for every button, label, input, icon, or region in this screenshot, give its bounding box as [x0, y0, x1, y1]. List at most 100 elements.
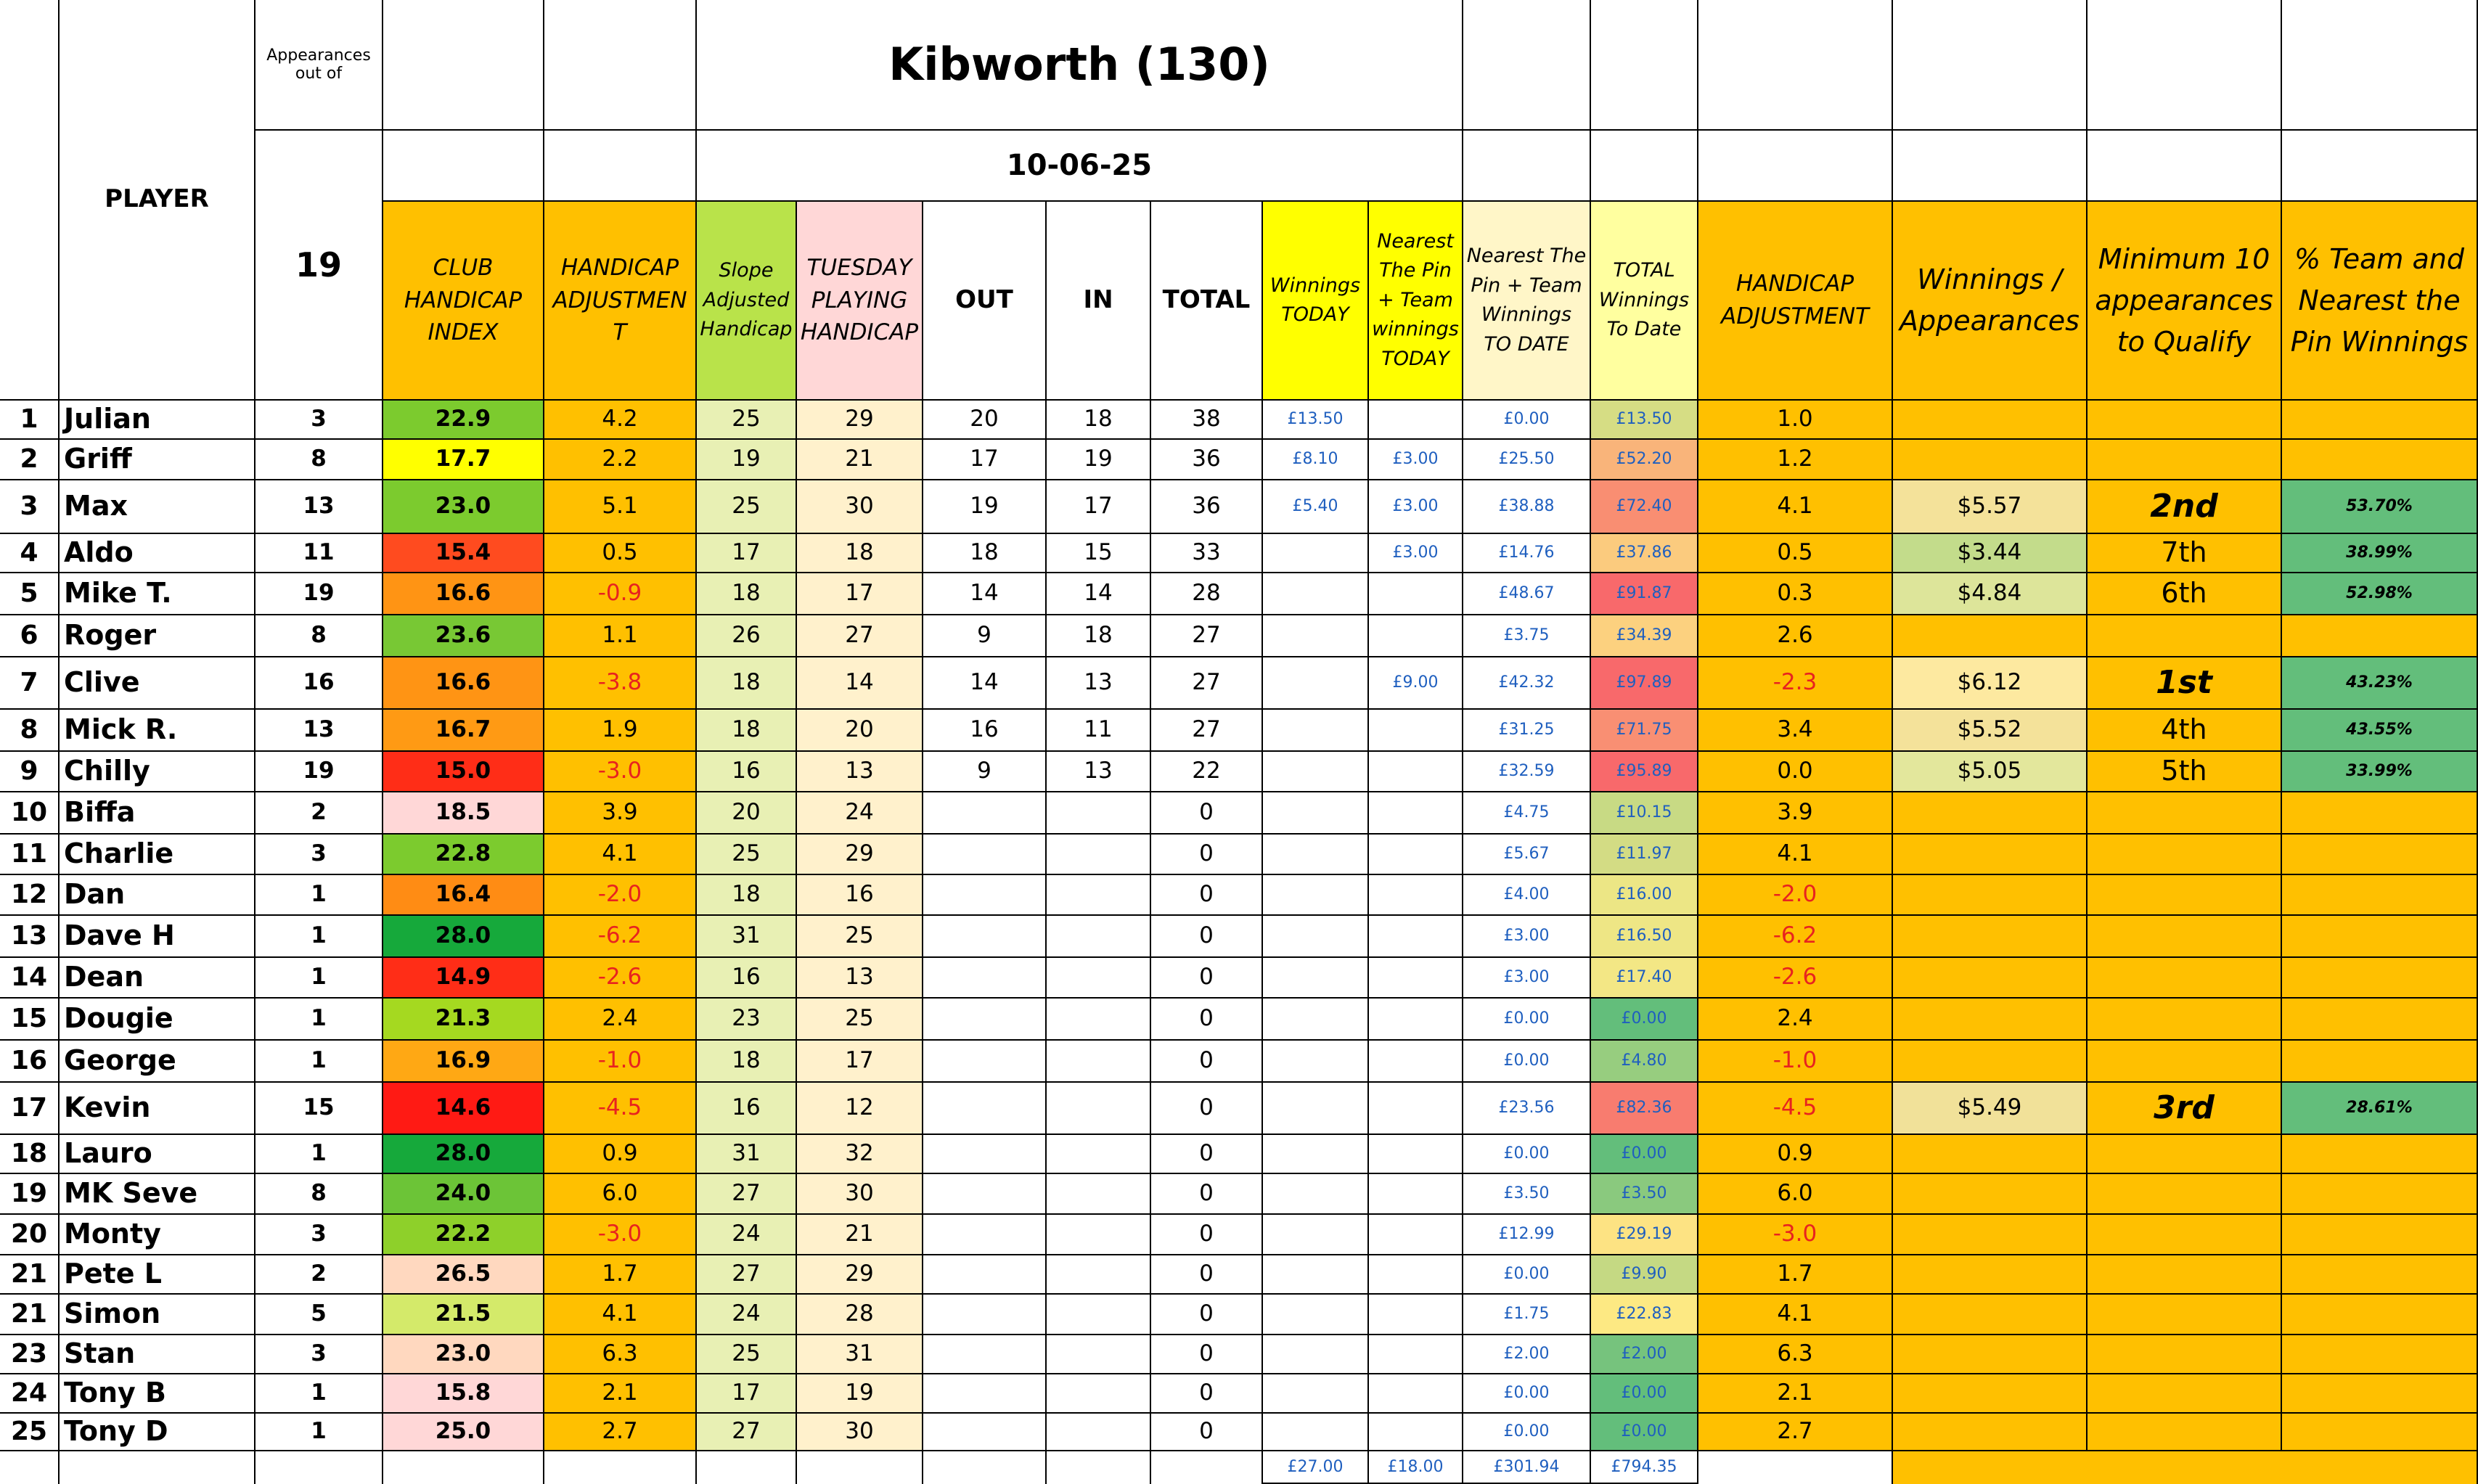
appearances-cell: 1	[255, 875, 383, 916]
ntp-team-to-date-cell: £0.00	[1463, 1041, 1591, 1083]
corner-cell	[0, 0, 60, 401]
club-handicap-index-cell: 16.9	[383, 1041, 544, 1083]
pct-winnings-cell: 28.61%	[2282, 1083, 2478, 1135]
player-header: PLAYER	[60, 0, 255, 401]
appearances-cell: 1	[255, 958, 383, 999]
winnings-today-cell	[1263, 1041, 1369, 1083]
in-cell	[1047, 1295, 1151, 1335]
in-cell	[1047, 999, 1151, 1041]
blank-header	[1893, 0, 2088, 131]
total-winnings-cell: £34.39	[1591, 615, 1698, 657]
ntp-team-to-date-cell: £3.75	[1463, 615, 1591, 657]
pct-winnings-cell	[2282, 875, 2478, 916]
handicap-adjustment-2-cell: 2.7	[1698, 1414, 1893, 1451]
player-name: Kevin	[60, 1083, 255, 1135]
player-name: Dougie	[60, 999, 255, 1041]
tuesday-playing-cell: 29	[797, 835, 923, 875]
rank-cell	[2088, 792, 2282, 835]
total-cell: 0	[1151, 999, 1263, 1041]
club-handicap-index-cell: 15.8	[383, 1374, 544, 1414]
ntp-team-to-date-cell: £0.00	[1463, 999, 1591, 1041]
slope-adjusted-cell: 17	[697, 1374, 797, 1414]
club-handicap-index-cell: 22.9	[383, 401, 544, 440]
total-ntp-team-to-date: £301.94	[1463, 1451, 1591, 1484]
blank-header	[544, 131, 697, 202]
blank-header	[1591, 131, 1698, 202]
player-name: Dave H	[60, 916, 255, 958]
winnings-today-cell	[1263, 615, 1369, 657]
tuesday-playing-cell: 18	[797, 534, 923, 573]
handicap-adjustment-cell: 1.1	[544, 615, 697, 657]
row-number: 21	[0, 1255, 60, 1295]
handicap-adjustment-2-cell: 4.1	[1698, 1295, 1893, 1335]
slope-adjusted-cell: 24	[697, 1295, 797, 1335]
appearances-cell: 1	[255, 916, 383, 958]
row-number: 7	[0, 657, 60, 710]
handicap-adjustment-cell: -4.5	[544, 1083, 697, 1135]
club-handicap-index-cell: 22.2	[383, 1215, 544, 1255]
handicap-adjustment-cell: -1.0	[544, 1041, 697, 1083]
blank-header	[1698, 131, 1893, 202]
ntp-team-today-cell	[1369, 792, 1463, 835]
rank-cell	[2088, 916, 2282, 958]
winnings-today-cell	[1263, 1083, 1369, 1135]
orange-footer	[1893, 1451, 2478, 1484]
row-number: 15	[0, 999, 60, 1041]
rank-cell	[2088, 1041, 2282, 1083]
total-cell: 0	[1151, 1174, 1263, 1215]
appearances-cell: 2	[255, 792, 383, 835]
player-name: MK Seve	[60, 1174, 255, 1215]
handicap-adjustment-2-cell: -2.6	[1698, 958, 1893, 999]
appearances-header: Appearances out of	[255, 0, 383, 131]
out-cell	[923, 1083, 1047, 1135]
slope-adjusted-cell: 18	[697, 1041, 797, 1083]
out-cell	[923, 1374, 1047, 1414]
winnings-today-cell	[1263, 999, 1369, 1041]
total-cell: 0	[1151, 1215, 1263, 1255]
ntp-team-today-cell	[1369, 615, 1463, 657]
appearances-cell: 1	[255, 999, 383, 1041]
row-number: 2	[0, 440, 60, 480]
blank-footer	[697, 1451, 797, 1484]
winnings-today-cell	[1263, 1414, 1369, 1451]
rank-cell: 7th	[2088, 534, 2282, 573]
ntp-team-today-cell	[1369, 916, 1463, 958]
pct-winnings-cell: 53.70%	[2282, 480, 2478, 534]
ntp-team-today-cell	[1369, 1215, 1463, 1255]
in-cell	[1047, 958, 1151, 999]
club-handicap-index-cell: 25.0	[383, 1414, 544, 1451]
row-number: 23	[0, 1335, 60, 1374]
club-handicap-index-cell: 18.5	[383, 792, 544, 835]
blank-header	[2282, 0, 2478, 131]
pct-winnings-cell	[2282, 916, 2478, 958]
total-winnings-cell: £4.80	[1591, 1041, 1698, 1083]
in-cell: 15	[1047, 534, 1151, 573]
rank-cell: 2nd	[2088, 480, 2282, 534]
rank-cell	[2088, 875, 2282, 916]
club-handicap-index-cell: 24.0	[383, 1174, 544, 1215]
slope-adjusted-cell: 23	[697, 999, 797, 1041]
slope-adjusted-cell: 16	[697, 958, 797, 999]
out-cell	[923, 835, 1047, 875]
slope-adjusted-cell: 27	[697, 1255, 797, 1295]
out-cell	[923, 1255, 1047, 1295]
handicap-adjustment-2-cell: -1.0	[1698, 1041, 1893, 1083]
tuesday-playing-cell: 24	[797, 792, 923, 835]
player-name: Stan	[60, 1335, 255, 1374]
in-cell	[1047, 1335, 1151, 1374]
handicap-adjustment-cell: -2.6	[544, 958, 697, 999]
player-name: George	[60, 1041, 255, 1083]
tuesday-playing-cell: 16	[797, 875, 923, 916]
ntp-team-to-date-cell: £42.32	[1463, 657, 1591, 710]
club-handicap-index-header: CLUB HANDICAP INDEX	[383, 202, 544, 401]
appearances-cell: 3	[255, 1215, 383, 1255]
in-cell	[1047, 792, 1151, 835]
winnings-today-cell	[1263, 534, 1369, 573]
sheet-title: Kibworth (130)	[697, 0, 1463, 131]
handicap-adjustment-2-cell: 2.6	[1698, 615, 1893, 657]
club-handicap-index-cell: 28.0	[383, 1135, 544, 1174]
row-number: 18	[0, 1135, 60, 1174]
appearances-cell: 1	[255, 1414, 383, 1451]
ntp-team-today-cell	[1369, 573, 1463, 615]
